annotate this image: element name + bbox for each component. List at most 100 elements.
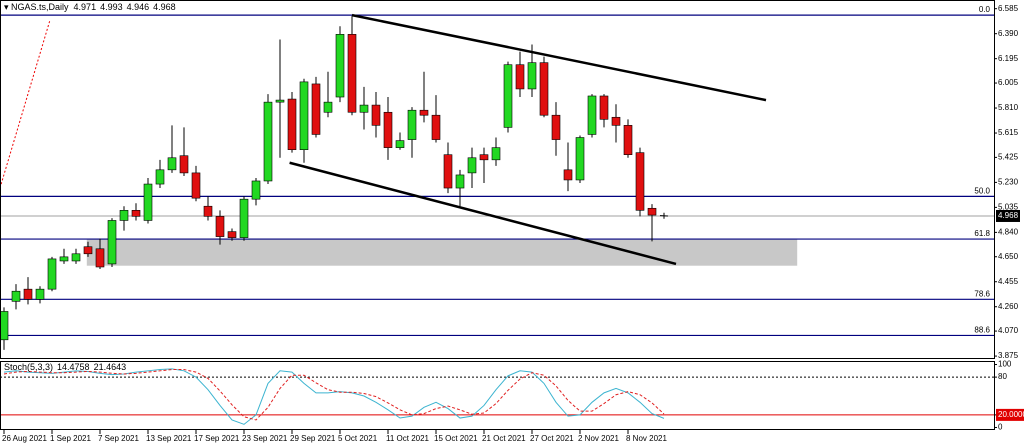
close: 4.968 <box>153 2 176 12</box>
y-tick-label: 100 <box>998 360 1012 369</box>
stoch-header: Stoch(5,3,3) 14.4758 21.4643 <box>4 362 126 372</box>
fib-label: 0.0 <box>979 5 991 14</box>
x-tick-label: 23 Sep 2021 <box>242 434 288 443</box>
stoch-main: 14.4758 <box>57 362 90 372</box>
stoch-line <box>3 369 665 421</box>
candle-body <box>443 154 453 189</box>
y-tick-label: 4.260 <box>998 302 1019 311</box>
candle-body <box>635 152 645 211</box>
candle-body <box>407 109 417 140</box>
candle-body <box>515 64 525 90</box>
trend-line-dotted <box>0 19 51 189</box>
x-tick-label: 29 Sep 2021 <box>290 434 336 443</box>
x-tick-label: 13 Sep 2021 <box>146 434 192 443</box>
candle-body <box>467 157 477 174</box>
x-tick-label: 8 Nov 2021 <box>626 434 667 443</box>
sub-frame <box>0 361 995 430</box>
candle-body <box>395 140 405 148</box>
x-tick-label: 27 Oct 2021 <box>530 434 574 443</box>
x-tick-label: 11 Oct 2021 <box>386 434 430 443</box>
candle-body <box>203 205 213 217</box>
candle-body <box>563 169 573 181</box>
trend-line <box>289 161 677 266</box>
main-frame <box>0 0 995 359</box>
candle-body <box>287 98 297 150</box>
y-tick-label: 5.425 <box>998 152 1019 161</box>
price-marker-label: 4.968 <box>998 211 1019 220</box>
high: 4.993 <box>100 2 123 12</box>
candle-body <box>539 62 549 116</box>
candle-body <box>227 231 237 238</box>
candle-body <box>383 111 393 148</box>
candle-body <box>215 216 225 237</box>
candle-body <box>131 210 141 217</box>
candle-body <box>143 183 153 221</box>
candle-body <box>95 248 105 268</box>
candle-body <box>179 155 189 174</box>
candle-body <box>323 101 333 113</box>
y-tick-label: 4.840 <box>998 227 1019 236</box>
x-tick-label: 2 Nov 2021 <box>578 434 619 443</box>
low: 4.946 <box>127 2 150 12</box>
candle-body <box>599 95 609 120</box>
y-tick-label: 5.230 <box>998 177 1019 186</box>
candle-body <box>311 83 321 135</box>
stoch-title: Stoch(5,3,3) <box>4 362 53 372</box>
candle-body <box>0 311 9 341</box>
y-tick-label: 6.585 <box>998 4 1019 13</box>
trend-line <box>351 13 767 102</box>
fib-label: 61.8 <box>974 229 990 238</box>
candle-body <box>107 220 117 265</box>
y-tick-label: 4.650 <box>998 252 1019 261</box>
y-tick-label: 80 <box>998 372 1007 381</box>
candle-body <box>479 154 489 161</box>
x-tick-label: 5 Oct 2021 <box>338 434 378 443</box>
candle-body <box>155 169 165 185</box>
y-tick-label: 6.195 <box>998 54 1019 63</box>
y-tick-label: 0 <box>998 423 1003 432</box>
candle-body <box>275 99 285 103</box>
price-zone <box>86 238 798 266</box>
candle-body <box>47 258 57 290</box>
y-tick-label: 3.875 <box>998 351 1019 360</box>
menu-icon: ▾ <box>4 2 11 12</box>
fib-label: 88.6 <box>974 326 990 335</box>
candle-body <box>167 157 177 171</box>
candle-body <box>35 288 45 300</box>
candle-body <box>263 101 273 182</box>
candle-body <box>371 104 381 126</box>
candle-body <box>611 116 621 126</box>
x-tick-label: 1 Sep 2021 <box>50 434 91 443</box>
y-tick-label: 4.455 <box>998 277 1019 286</box>
candle-body <box>419 109 429 116</box>
candle-body <box>491 147 501 161</box>
y-tick-label: 6.390 <box>998 29 1019 38</box>
candle-body <box>431 114 441 140</box>
x-tick-label: 17 Sep 2021 <box>194 434 240 443</box>
candle-body <box>623 125 633 155</box>
level-marker <box>996 408 1024 421</box>
y-tick-label: 6.005 <box>998 78 1019 87</box>
open: 4.971 <box>74 2 97 12</box>
y-tick-label: 5.035 <box>998 202 1019 211</box>
candle-body <box>347 34 357 113</box>
candle-body <box>359 104 369 113</box>
symbol: NGAS.ts,Daily <box>11 2 69 12</box>
candle-body <box>239 198 249 238</box>
candle-body <box>23 288 33 300</box>
chart-header: ▾ NGAS.ts,Daily 4.971 4.993 4.946 4.968 <box>4 2 176 12</box>
x-tick-label: 21 Oct 2021 <box>482 434 526 443</box>
candle-body <box>527 62 537 90</box>
candle-body <box>455 174 465 189</box>
candle-body <box>503 64 513 128</box>
plot-area: 0.0 50.0 61.8 78.6 88.6 <box>0 5 994 425</box>
stoch-signal: 21.4643 <box>94 362 127 372</box>
fib-label: 50.0 <box>974 186 990 195</box>
stoch-line <box>3 368 665 425</box>
candle-body <box>71 253 81 262</box>
candle-body <box>59 256 69 262</box>
candle-body <box>191 172 201 199</box>
